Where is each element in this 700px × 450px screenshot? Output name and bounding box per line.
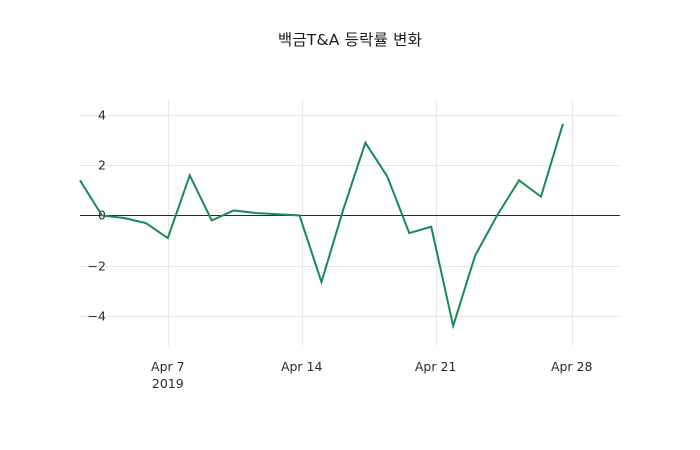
chart-title: 백금T&A 등락률 변화 [277,31,423,49]
series-polyline [79,123,564,330]
y-axis-tick-label: 2 [98,157,106,173]
gridline-horizontal [80,315,620,317]
gridline-horizontal [80,165,620,167]
gridline-horizontal [80,265,620,267]
y-axis-tick-label: −4 [87,308,106,324]
data-line-series [79,123,564,330]
gridline-vertical [571,100,573,346]
gridline-horizontal [80,115,620,117]
zero-line [80,215,620,217]
x-axis-tick-label: Apr 14 [281,358,323,375]
x-axis-tick-label-primary: Apr 7 [151,359,185,374]
x-axis-tick-label-primary: Apr 28 [550,359,593,374]
gridline-vertical [167,100,169,346]
y-axis-tick-label: 4 [98,107,106,123]
x-axis-tick-label: Apr 28 [551,358,593,375]
x-axis-tick-label-secondary: 2019 [151,376,184,391]
x-axis-tick-label: Apr 21 [415,358,457,375]
y-axis-tick-label: −2 [87,258,106,274]
gridline-vertical [435,100,437,346]
x-axis-tick-label: Apr 7 2019 [151,358,185,392]
x-axis-tick-label-primary: Apr 14 [280,359,323,374]
x-axis-tick-label-primary: Apr 21 [414,359,457,374]
